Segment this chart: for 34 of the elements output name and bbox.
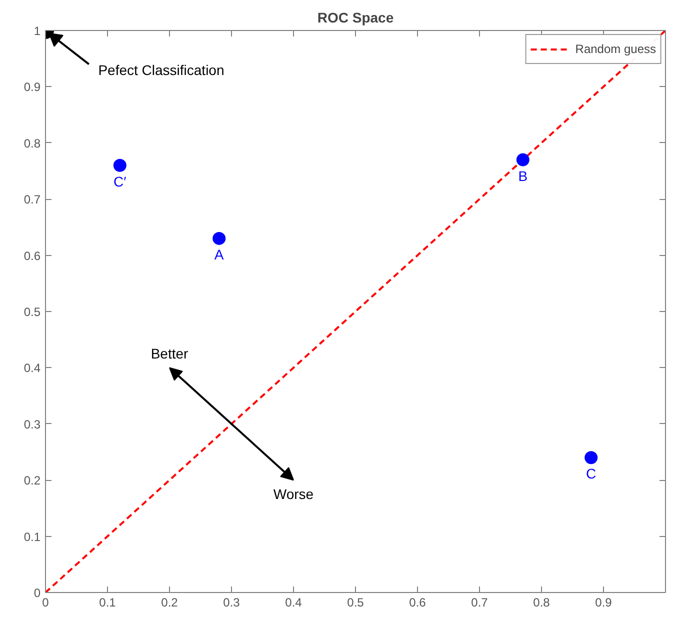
x-tick-label: 0.7 [471, 596, 488, 610]
x-tick-label: 0.8 [533, 596, 550, 610]
annotation: C′ [114, 173, 127, 190]
y-tick-label: 0.7 [24, 192, 41, 207]
y-tick-label: 1 [34, 24, 41, 38]
annotation: Better [150, 346, 189, 362]
y-tick-label: 0.1 [24, 530, 41, 544]
x-tick-label: 0.5 [347, 596, 364, 610]
x-tick-label: 0.3 [223, 596, 240, 610]
y-tick-label: 0.9 [24, 80, 41, 94]
point [516, 153, 530, 166]
y-tick-label: 0.8 [24, 136, 41, 150]
point [212, 232, 226, 245]
y-tick-label: 0.5 [24, 305, 41, 319]
x-tick-label: 0 [42, 596, 50, 610]
y-tick-label: 0.6 [24, 248, 41, 263]
annotation: Pefect Classification [98, 62, 224, 78]
y-tick-label: 0.2 [24, 474, 41, 488]
chart-title: ROC Space [317, 10, 394, 26]
x-tick-label: 0.9 [595, 596, 612, 610]
annotation: Worse [273, 486, 314, 502]
y-tick-label: 0.3 [24, 417, 41, 432]
y-tick-label: 0.4 [24, 361, 41, 376]
x-tick-label: 0.1 [99, 596, 116, 610]
x-tick-label: 0.2 [161, 596, 178, 610]
legend-label: Random guess [575, 42, 656, 56]
point [584, 451, 598, 464]
x-tick-label: 0.6 [409, 596, 426, 610]
point [113, 158, 126, 172]
annotation: B [518, 168, 528, 184]
y-tick-label: 0 [34, 586, 41, 600]
annotation: C [586, 466, 596, 482]
annotation: A [214, 246, 224, 262]
x-tick-label: 0.4 [285, 596, 302, 610]
